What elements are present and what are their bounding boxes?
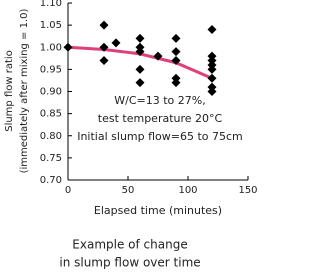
x-tick-label: 100 [178, 185, 197, 196]
data-point [171, 33, 181, 43]
y-tick-label: 1.00 [40, 42, 62, 53]
y-axis-label: Slump flow ratio [4, 50, 15, 132]
data-point [111, 38, 121, 48]
annotation: W/C=13 to 27%, [114, 94, 205, 107]
y-tick-label: 1.10 [40, 0, 62, 9]
data-point [207, 64, 217, 74]
data-point [171, 47, 181, 57]
data-point [135, 47, 145, 57]
data-point [207, 25, 217, 35]
data-point [99, 56, 109, 66]
data-point [99, 42, 109, 52]
data-point [135, 64, 145, 74]
caption: in slump flow over time [59, 256, 200, 270]
y-tick-label: 0.90 [40, 87, 62, 98]
data-point [171, 56, 181, 66]
caption: Example of change [72, 238, 187, 252]
y-axis-label: (immediately after mixing = 1.0) [19, 9, 30, 174]
data-point [63, 42, 73, 52]
y-tick-label: 0.85 [40, 109, 62, 120]
y-tick-label: 0.75 [40, 153, 62, 164]
y-tick-label: 0.70 [40, 175, 62, 186]
data-point [135, 33, 145, 43]
data-point [207, 87, 217, 96]
y-tick-label: 1.05 [40, 20, 62, 31]
y-tick-label: 0.95 [40, 64, 62, 75]
x-tick-label: 150 [238, 185, 257, 196]
x-tick-label: 50 [122, 185, 135, 196]
data-point [135, 78, 145, 88]
annotation: Initial slump flow=65 to 75cm [77, 130, 243, 143]
x-axis-label: Elapsed time (minutes) [94, 204, 222, 217]
data-point [171, 78, 181, 88]
data-point [207, 73, 217, 83]
annotation: test temperature 20°C [98, 112, 223, 125]
y-tick-label: 0.80 [40, 131, 62, 142]
data-point [99, 20, 109, 30]
chart: Slump flow ratio (immediately after mixi… [4, 0, 258, 270]
x-tick-label: 0 [65, 185, 71, 196]
data-point [153, 51, 163, 61]
